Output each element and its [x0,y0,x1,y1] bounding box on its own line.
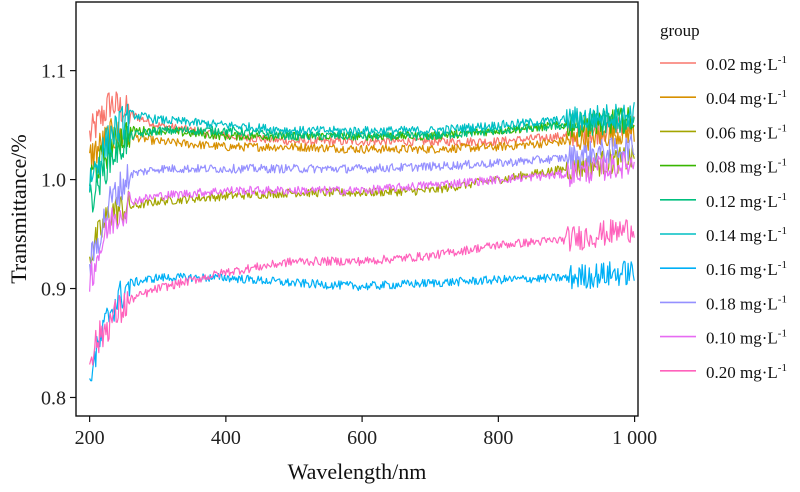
series-line-0.20 [89,219,635,366]
x-tick-label: 600 [347,427,377,449]
series-line-0.16 [89,260,635,382]
x-tick-label: 1 000 [612,427,657,449]
y-tick-label: 1.1 [41,61,66,83]
series-layer [89,91,635,382]
series-line-0.04 [89,118,635,169]
legend-title: group [660,21,700,40]
legend-label-0.10: 0.10 mg·L-1 [706,328,787,348]
series-line-0.06 [89,144,635,264]
x-axis: 200 400 600 800 1 000 [75,416,657,449]
series-line-0.14 [89,102,635,192]
legend-label-0.18: 0.18 mg·L-1 [706,293,787,313]
x-tick-label: 400 [211,427,241,449]
legend: group 0.02 mg·L-1 0.04 mg·L-1 0.06 mg·L-1 0… [660,21,787,382]
y-axis-title: Transmittance/% [6,134,31,284]
x-axis-title: Wavelength/nm [288,459,427,484]
legend-label-0.20: 0.20 mg·L-1 [706,362,787,382]
x-tick-label: 800 [483,427,513,449]
legend-label-0.14: 0.14 mg·L-1 [706,225,787,245]
series-line-0.10 [89,152,635,292]
y-tick-label: 0.9 [41,279,66,301]
series-line-0.18 [89,133,635,276]
y-axis: 0.8 0.9 1.0 1.1 [41,61,76,409]
legend-label-0.12: 0.12 mg·L-1 [706,191,787,211]
plot-frame [75,1,639,417]
x-tick-label: 200 [75,427,105,449]
legend-label-0.02: 0.02 mg·L-1 [706,54,787,74]
series-line-0.12 [89,107,635,213]
legend-label-0.06: 0.06 mg·L-1 [706,122,787,142]
legend-label-0.16: 0.16 mg·L-1 [706,259,787,279]
y-tick-label: 1.0 [41,170,66,192]
y-tick-label: 0.8 [41,387,66,409]
legend-label-0.04: 0.04 mg·L-1 [706,88,787,108]
legend-label-0.08: 0.08 mg·L-1 [706,157,787,177]
plot-background [76,2,638,416]
